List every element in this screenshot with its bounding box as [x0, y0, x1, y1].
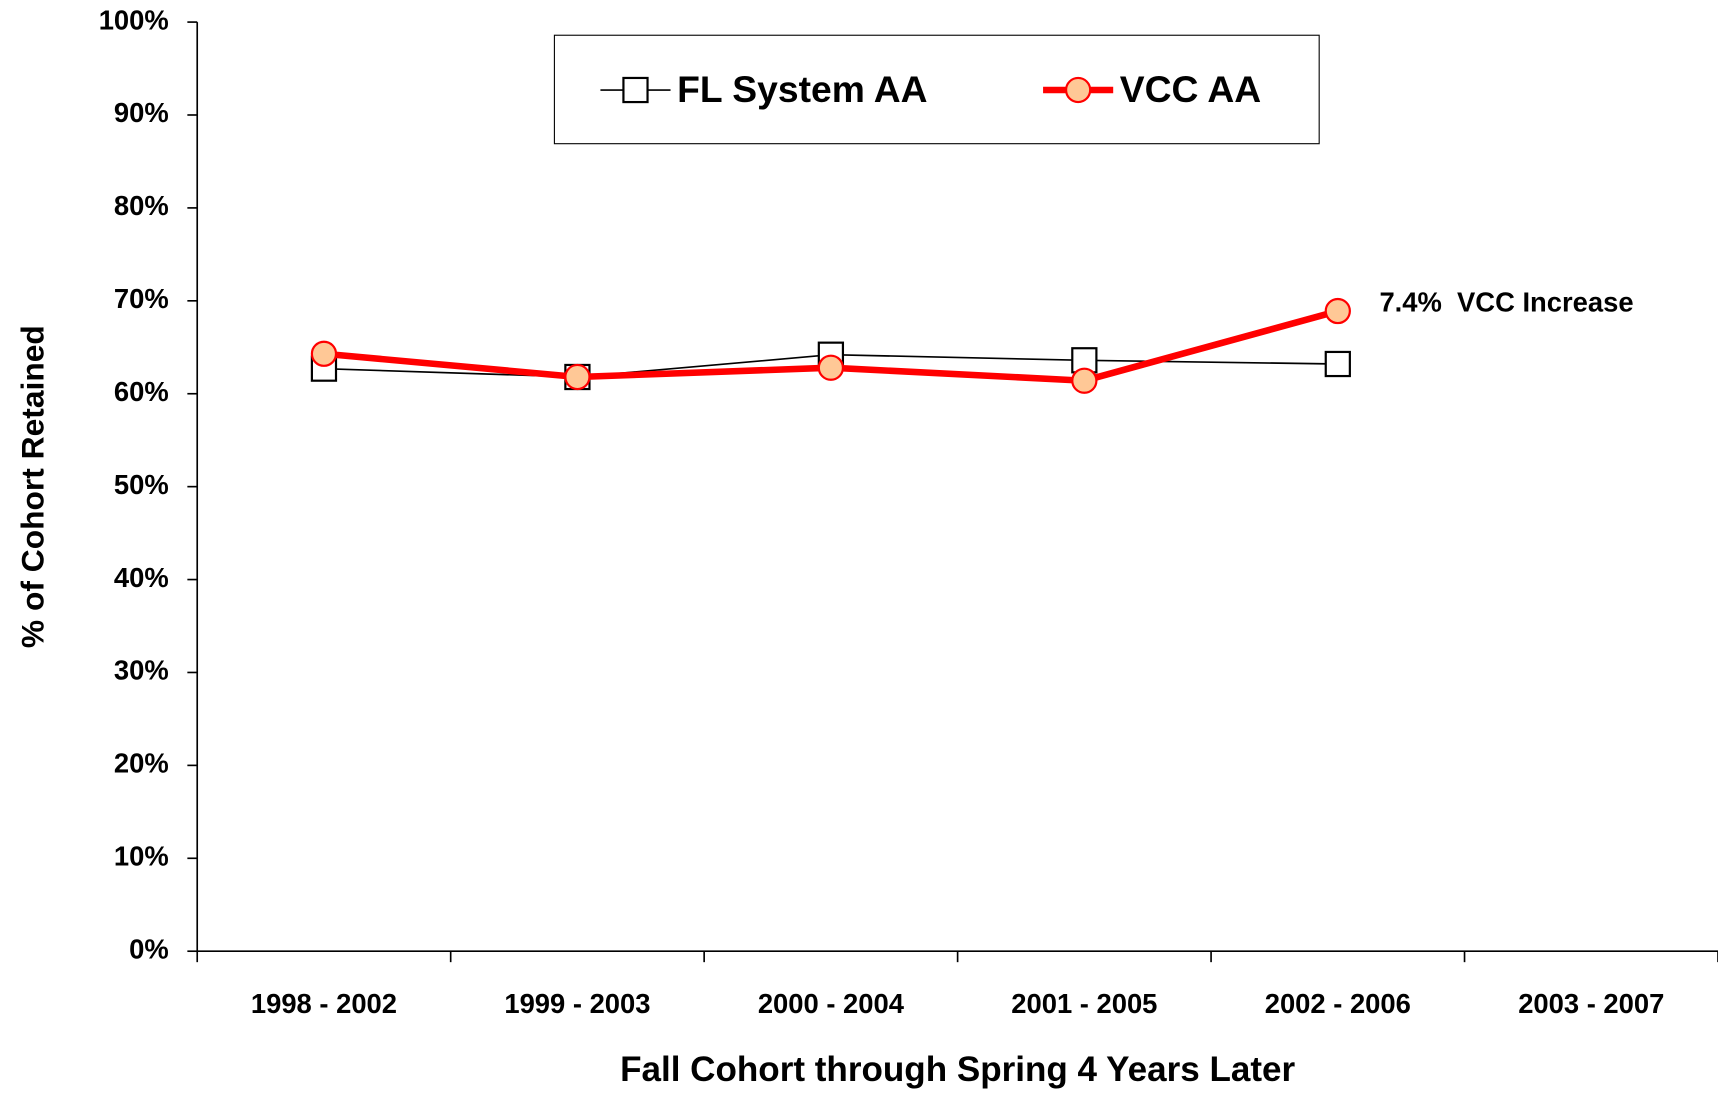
y-tick-label: 90% [114, 97, 169, 128]
legend-label: FL System AA [677, 68, 927, 110]
annotation: 7.4% VCC Increase [1379, 287, 1633, 318]
y-tick-label: 40% [114, 562, 169, 593]
data-point [817, 354, 845, 381]
y-tick-label: 10% [114, 841, 169, 872]
y-tick-label: 30% [114, 655, 169, 686]
data-point [564, 363, 591, 391]
data-point [310, 340, 338, 367]
legend-marker [622, 76, 649, 104]
x-tick-label: 1998 - 2002 [251, 988, 397, 1019]
legend-marker [1064, 76, 1092, 104]
data-point [1324, 297, 1351, 325]
x-tick-label: 2001 - 2005 [1011, 988, 1157, 1019]
y-tick-label: 0% [129, 933, 169, 964]
legend [553, 34, 1320, 145]
x-tick-label: 1999 - 2003 [504, 988, 650, 1019]
y-tick-label: 60% [114, 376, 169, 407]
legend-label: VCC AA [1120, 68, 1261, 110]
y-tick-label: 70% [114, 283, 169, 314]
y-tick-label: 80% [114, 190, 169, 221]
y-tick-label: 50% [114, 469, 169, 500]
data-point [1324, 350, 1351, 378]
y-tick-label: 100% [99, 4, 169, 35]
data-point [1071, 367, 1098, 394]
x-tick-label: 2000 - 2004 [758, 988, 905, 1019]
x-tick-label: 2002 - 2006 [1265, 988, 1411, 1019]
x-tick-label: 2003 - 2007 [1518, 988, 1664, 1019]
x-axis-label: Fall Cohort through Spring 4 Years Later [620, 1050, 1295, 1089]
y-axis-label: % of Cohort Retained [14, 325, 50, 648]
y-tick-label: 20% [114, 748, 169, 779]
